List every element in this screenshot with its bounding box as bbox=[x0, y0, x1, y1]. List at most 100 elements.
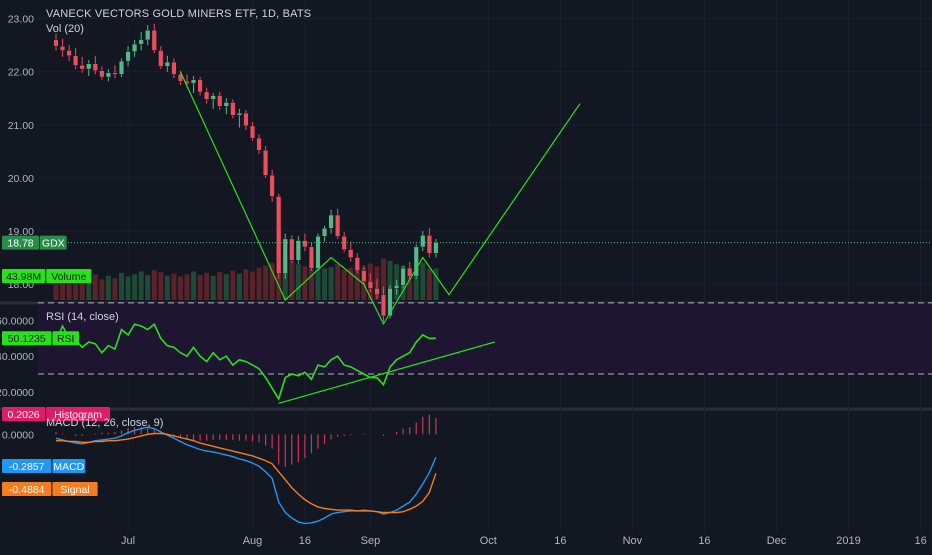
w-pattern-second-leg[interactable] bbox=[363, 103, 581, 326]
candle[interactable] bbox=[282, 233, 288, 279]
candle-body bbox=[269, 175, 275, 197]
candle[interactable] bbox=[433, 238, 439, 258]
candle-body bbox=[53, 39, 59, 47]
candle-body bbox=[387, 288, 393, 317]
candle[interactable] bbox=[53, 33, 59, 51]
candle[interactable] bbox=[302, 233, 308, 252]
volume-legend[interactable]: Vol (20) bbox=[46, 23, 84, 35]
candle-body bbox=[217, 95, 223, 107]
drawings-layer[interactable] bbox=[179, 71, 581, 404]
rsi-trendline[interactable] bbox=[278, 341, 495, 404]
rsi-axis-tick: 60.0000 bbox=[0, 316, 34, 328]
candle[interactable] bbox=[66, 45, 72, 62]
candle[interactable] bbox=[86, 60, 92, 76]
candle[interactable] bbox=[204, 87, 210, 104]
rsi-axis-tick: 20.0000 bbox=[0, 387, 34, 399]
candle[interactable] bbox=[315, 233, 321, 271]
x-tick-label: 16 bbox=[554, 535, 566, 547]
candle[interactable] bbox=[210, 92, 216, 109]
rsi-value: 50.1235 bbox=[8, 333, 46, 345]
candle[interactable] bbox=[354, 253, 360, 274]
candle[interactable] bbox=[125, 46, 131, 67]
x-tick-label: Sep bbox=[361, 535, 381, 547]
candle[interactable] bbox=[158, 46, 164, 70]
volume-bar bbox=[151, 270, 157, 300]
candle[interactable] bbox=[79, 56, 85, 73]
x-tick-label: 2019 bbox=[836, 535, 860, 547]
candle-body bbox=[73, 55, 79, 66]
candle[interactable] bbox=[367, 273, 373, 293]
candle[interactable] bbox=[295, 236, 301, 264]
candle[interactable] bbox=[400, 265, 406, 289]
candle[interactable] bbox=[60, 38, 66, 57]
volume-bar bbox=[184, 274, 190, 300]
volume-bar bbox=[86, 277, 92, 300]
macd-label: MACD bbox=[53, 461, 84, 473]
candle[interactable] bbox=[217, 91, 223, 110]
candle[interactable] bbox=[223, 98, 229, 115]
candle[interactable] bbox=[145, 24, 151, 46]
signal-label-box bbox=[52, 482, 98, 496]
candle[interactable] bbox=[413, 244, 419, 279]
candle[interactable] bbox=[92, 55, 98, 75]
rsi-legend[interactable]: RSI (14, close) bbox=[46, 311, 119, 323]
candle[interactable] bbox=[328, 209, 334, 234]
candle[interactable] bbox=[105, 69, 111, 82]
signal-label: Signal bbox=[60, 484, 89, 496]
signal-line bbox=[56, 432, 437, 514]
candle[interactable] bbox=[381, 286, 387, 322]
candle[interactable] bbox=[256, 134, 262, 154]
volume-bar bbox=[387, 260, 393, 300]
candle[interactable] bbox=[394, 279, 400, 295]
candle[interactable] bbox=[191, 75, 197, 93]
candle-body bbox=[118, 60, 124, 75]
volume-bar bbox=[348, 267, 354, 300]
candle[interactable] bbox=[374, 278, 380, 299]
macd-legend[interactable]: MACD (12, 26, close, 9) bbox=[46, 417, 164, 429]
candle[interactable] bbox=[99, 66, 105, 80]
candle[interactable] bbox=[243, 109, 249, 131]
candle[interactable] bbox=[269, 169, 275, 202]
candle[interactable] bbox=[132, 39, 138, 57]
candle[interactable] bbox=[230, 99, 236, 119]
candle[interactable] bbox=[112, 65, 118, 79]
candle[interactable] bbox=[249, 122, 255, 141]
candle[interactable] bbox=[73, 47, 79, 70]
candle[interactable] bbox=[322, 225, 328, 242]
candle[interactable] bbox=[361, 265, 367, 286]
candle[interactable] bbox=[263, 146, 269, 178]
volume-bar bbox=[354, 265, 360, 300]
candle[interactable] bbox=[118, 58, 124, 78]
candle[interactable] bbox=[335, 208, 341, 239]
price-label-box bbox=[40, 235, 67, 250]
candle-body bbox=[236, 112, 242, 116]
candle[interactable] bbox=[164, 55, 170, 72]
candle[interactable] bbox=[308, 242, 314, 271]
candle[interactable] bbox=[276, 193, 282, 279]
volume-bar bbox=[73, 280, 79, 300]
w-pattern-line[interactable] bbox=[179, 71, 365, 302]
x-tick-label: Aug bbox=[243, 535, 263, 547]
candle[interactable] bbox=[236, 108, 242, 128]
candle[interactable] bbox=[289, 235, 295, 263]
volume-bar bbox=[204, 272, 210, 300]
volume-bar bbox=[197, 275, 203, 300]
candle-body bbox=[223, 102, 229, 107]
candle[interactable] bbox=[426, 228, 432, 258]
candle-body bbox=[348, 249, 354, 258]
candle[interactable] bbox=[348, 241, 354, 262]
candle[interactable] bbox=[420, 230, 426, 252]
candle[interactable] bbox=[197, 77, 203, 96]
volume-bar bbox=[125, 276, 131, 300]
volume-label-box bbox=[46, 269, 92, 283]
candle-body bbox=[112, 72, 118, 75]
candle[interactable] bbox=[138, 31, 144, 51]
candle-body bbox=[99, 70, 105, 78]
histogram-value-box bbox=[2, 407, 46, 421]
candle[interactable] bbox=[171, 58, 177, 79]
candle-body bbox=[79, 65, 85, 70]
candle[interactable] bbox=[151, 23, 157, 54]
candle[interactable] bbox=[407, 261, 413, 279]
